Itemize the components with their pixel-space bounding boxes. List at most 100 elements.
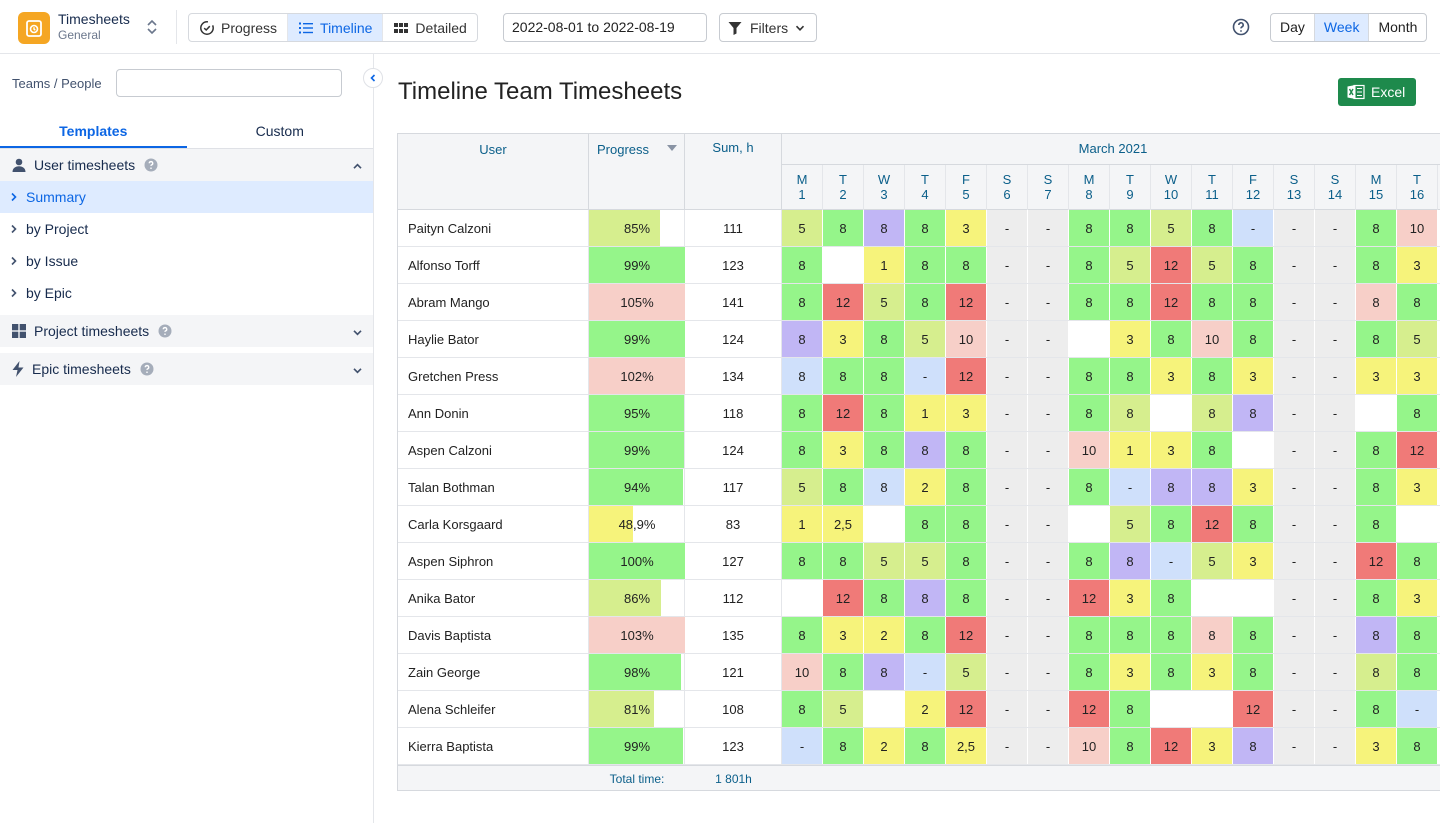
- day-hours-cell[interactable]: 8: [1069, 358, 1110, 394]
- day-hours-cell[interactable]: -: [1028, 321, 1069, 357]
- day-hours-cell[interactable]: 8: [1110, 543, 1151, 579]
- day-hours-cell[interactable]: -: [1274, 284, 1315, 320]
- day-hours-cell[interactable]: -: [1315, 691, 1356, 727]
- day-hours-cell[interactable]: 8: [864, 210, 905, 246]
- day-hours-cell[interactable]: -: [1315, 543, 1356, 579]
- day-hours-cell[interactable]: 5: [1151, 210, 1192, 246]
- tab-custom[interactable]: Custom: [255, 123, 304, 139]
- day-hours-cell[interactable]: -: [1315, 321, 1356, 357]
- day-hours-cell[interactable]: 8: [1192, 210, 1233, 246]
- day-hours-cell[interactable]: [1069, 506, 1110, 542]
- day-hours-cell[interactable]: 12: [823, 395, 864, 431]
- user-name[interactable]: Aspen Calzoni: [398, 432, 589, 468]
- day-hours-cell[interactable]: 8: [1356, 284, 1397, 320]
- day-hours-cell[interactable]: 5: [864, 543, 905, 579]
- day-hours-cell[interactable]: 3: [1110, 580, 1151, 616]
- day-hours-cell[interactable]: 3: [823, 321, 864, 357]
- day-hours-cell[interactable]: 3: [1233, 543, 1274, 579]
- day-hours-cell[interactable]: 8: [1233, 506, 1274, 542]
- table-row[interactable]: Davis Baptista 103% 135 8 3 2 8 12- -8 8 8 8 8- -8 8: [398, 617, 1440, 654]
- day-hours-cell[interactable]: 8: [1233, 728, 1274, 764]
- sidebar-item-summary[interactable]: Summary: [0, 181, 373, 213]
- day-hours-cell[interactable]: 5: [1192, 543, 1233, 579]
- day-hours-cell[interactable]: 8: [1192, 432, 1233, 468]
- day-hours-cell[interactable]: -: [987, 691, 1028, 727]
- day-hours-cell[interactable]: 8: [864, 358, 905, 394]
- table-row[interactable]: Alena Schleifer 81% 108 8 5 2 12- -12 8 12- -8-: [398, 691, 1440, 728]
- day-hours-cell[interactable]: 12: [1233, 691, 1274, 727]
- user-name[interactable]: Abram Mango: [398, 284, 589, 320]
- day-hours-cell[interactable]: 10: [1069, 432, 1110, 468]
- user-name[interactable]: Ann Donin: [398, 395, 589, 431]
- scale-week-button[interactable]: Week: [1313, 14, 1369, 41]
- day-hours-cell[interactable]: 3: [1356, 358, 1397, 394]
- day-hours-cell[interactable]: 8: [1397, 654, 1438, 690]
- day-hours-cell[interactable]: -: [987, 395, 1028, 431]
- day-hours-cell[interactable]: 12: [1069, 580, 1110, 616]
- table-row[interactable]: Abram Mango 105% 141 8 12 5 8 12- -8 8 12 8 8- -8 8: [398, 284, 1440, 321]
- user-name[interactable]: Carla Korsgaard: [398, 506, 589, 542]
- tab-templates[interactable]: Templates: [0, 114, 187, 148]
- day-hours-cell[interactable]: 5: [1110, 506, 1151, 542]
- day-hours-cell[interactable]: -: [782, 728, 823, 764]
- day-hours-cell[interactable]: 8: [1356, 247, 1397, 283]
- day-hours-cell[interactable]: 8: [1151, 469, 1192, 505]
- day-hours-cell[interactable]: -: [1274, 691, 1315, 727]
- day-hours-cell[interactable]: 12: [946, 284, 987, 320]
- day-hours-cell[interactable]: 8: [1192, 395, 1233, 431]
- day-hours-cell[interactable]: -: [987, 728, 1028, 764]
- day-hours-cell[interactable]: 2: [864, 728, 905, 764]
- user-name[interactable]: Anika Bator: [398, 580, 589, 616]
- day-hours-cell[interactable]: 8: [905, 506, 946, 542]
- day-hours-cell[interactable]: 8: [1110, 617, 1151, 653]
- day-hours-cell[interactable]: 8: [782, 247, 823, 283]
- day-hours-cell[interactable]: 3: [1151, 432, 1192, 468]
- day-hours-cell[interactable]: 12: [823, 284, 864, 320]
- day-hours-cell[interactable]: -: [1315, 395, 1356, 431]
- app-switch-icon[interactable]: [145, 17, 159, 37]
- day-hours-cell[interactable]: 5: [782, 210, 823, 246]
- table-row[interactable]: Gretchen Press 102% 134 8 8 8-12- -8 8 3 8 3- -3 3: [398, 358, 1440, 395]
- day-hours-cell[interactable]: 8: [1110, 284, 1151, 320]
- day-hours-cell[interactable]: -: [1397, 691, 1438, 727]
- day-hours-cell[interactable]: 12: [1151, 284, 1192, 320]
- day-hours-cell[interactable]: -: [1028, 247, 1069, 283]
- day-hours-cell[interactable]: -: [1028, 469, 1069, 505]
- day-hours-cell[interactable]: -: [1028, 543, 1069, 579]
- day-hours-cell[interactable]: 8: [1233, 321, 1274, 357]
- day-hours-cell[interactable]: 12: [1151, 728, 1192, 764]
- day-hours-cell[interactable]: 3: [946, 395, 987, 431]
- day-hours-cell[interactable]: 8: [1069, 617, 1110, 653]
- day-hours-cell[interactable]: 5: [823, 691, 864, 727]
- day-hours-cell[interactable]: 8: [946, 580, 987, 616]
- day-hours-cell[interactable]: 12: [1151, 247, 1192, 283]
- day-hours-cell[interactable]: -: [1028, 395, 1069, 431]
- day-hours-cell[interactable]: -: [987, 247, 1028, 283]
- day-hours-cell[interactable]: -: [1315, 617, 1356, 653]
- day-hours-cell[interactable]: 8: [946, 543, 987, 579]
- day-hours-cell[interactable]: 8: [1397, 284, 1438, 320]
- day-hours-cell[interactable]: 8: [1069, 284, 1110, 320]
- day-hours-cell[interactable]: 8: [1069, 654, 1110, 690]
- day-hours-cell[interactable]: 12: [1397, 432, 1438, 468]
- day-hours-cell[interactable]: -: [987, 506, 1028, 542]
- sidebar-item-by-epic[interactable]: by Epic: [0, 277, 373, 309]
- day-hours-cell[interactable]: -: [1028, 580, 1069, 616]
- view-timeline-button[interactable]: Timeline: [287, 14, 383, 41]
- day-hours-cell[interactable]: [1069, 321, 1110, 357]
- day-hours-cell[interactable]: 8: [905, 580, 946, 616]
- day-hours-cell[interactable]: 8: [823, 469, 864, 505]
- collapse-sidebar-button[interactable]: [363, 68, 383, 88]
- day-hours-cell[interactable]: -: [1315, 728, 1356, 764]
- day-hours-cell[interactable]: [1151, 395, 1192, 431]
- day-hours-cell[interactable]: 1: [782, 506, 823, 542]
- day-hours-cell[interactable]: 12: [1356, 543, 1397, 579]
- app-logo-icon[interactable]: [18, 12, 50, 44]
- day-hours-cell[interactable]: -: [1151, 543, 1192, 579]
- day-hours-cell[interactable]: 3: [1233, 469, 1274, 505]
- day-hours-cell[interactable]: -: [1315, 654, 1356, 690]
- day-hours-cell[interactable]: 8: [1356, 654, 1397, 690]
- day-hours-cell[interactable]: 8: [1110, 395, 1151, 431]
- table-row[interactable]: Kierra Baptista 99% 123-8 2 8 2,5- -10 8 12 3 8- -3…: [398, 728, 1440, 765]
- day-hours-cell[interactable]: 8: [864, 654, 905, 690]
